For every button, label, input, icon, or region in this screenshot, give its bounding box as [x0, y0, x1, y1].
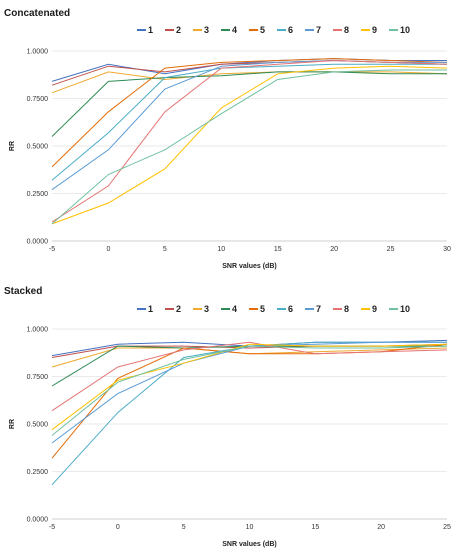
series-line-7 — [51, 59, 447, 191]
legend-label-9: 9 — [372, 304, 377, 314]
legend-label-5: 5 — [260, 304, 265, 314]
series-line-10 — [51, 69, 447, 225]
legend-label-10: 10 — [400, 304, 410, 314]
legend-label-7: 7 — [316, 25, 321, 35]
x-tick-label: 30 — [443, 246, 451, 253]
y-tick-label: 0.2500 — [27, 469, 49, 476]
x-tick-label: 0 — [116, 524, 120, 531]
legend-label-1: 1 — [148, 25, 153, 35]
x-tick-label: 25 — [387, 246, 395, 253]
legend-label-5: 5 — [260, 25, 265, 35]
x-tick-label: 20 — [330, 246, 338, 253]
x-tick-label: 20 — [377, 524, 385, 531]
y-tick-label: 0.2500 — [27, 191, 49, 198]
legend-label-9: 9 — [372, 25, 377, 35]
legend: 1 2 3 4 5 6 7 8 9 10 — [137, 25, 410, 35]
x-tick-label: -5 — [49, 246, 55, 253]
y-axis-label: RR — [9, 141, 16, 151]
chart-panel-concatenated: Concatenated 0.0000 0.2500 0.5000 0.7500 1.0… — [4, 8, 451, 270]
legend-label-7: 7 — [316, 304, 321, 314]
x-tick-label: 5 — [163, 246, 167, 253]
y-tick-label: 0.5000 — [27, 422, 49, 429]
y-tick-label: 0.0000 — [27, 239, 49, 246]
series-line-8 — [51, 341, 448, 412]
series-line-10 — [51, 345, 448, 436]
legend: 1 2 3 4 5 6 7 8 9 10 — [137, 304, 410, 314]
legend-label-4: 4 — [232, 304, 237, 314]
y-tick-label: 0.5000 — [27, 144, 49, 151]
x-axis-label: SNR values (dB) — [222, 263, 276, 270]
x-tick-label: 5 — [182, 524, 186, 531]
x-tick-label: 15 — [311, 524, 319, 531]
chart-panel-stacked: Stacked 0.0000 0.2500 0.5000 0.7500 1.0000 -5… — [0, 275, 459, 550]
series-line-4 — [51, 71, 447, 137]
legend-label-3: 3 — [204, 25, 209, 35]
y-tick-label: 1.0000 — [27, 49, 49, 56]
chart-title: Concatenated — [4, 8, 71, 19]
legend-label-6: 6 — [288, 304, 293, 314]
x-tick-label: 25 — [443, 524, 451, 531]
series-line-6 — [51, 63, 447, 181]
x-axis-label: SNR values (dB) — [222, 541, 276, 548]
legend-label-2: 2 — [176, 304, 181, 314]
legend-label-2: 2 — [176, 25, 181, 35]
series-line-8 — [51, 59, 448, 223]
legend-label-6: 6 — [288, 25, 293, 35]
y-axis-label: RR — [9, 419, 16, 429]
legend-label-8: 8 — [344, 25, 349, 35]
legend-label-4: 4 — [232, 25, 237, 35]
series-line-3 — [51, 71, 448, 94]
series-line-9 — [51, 343, 448, 431]
chart-title: Stacked — [4, 286, 43, 297]
legend-label-10: 10 — [400, 25, 410, 35]
x-tick-label: -5 — [49, 524, 55, 531]
x-tick-label: 15 — [274, 246, 282, 253]
y-tick-label: 0.7500 — [27, 96, 49, 103]
x-tick-label: 10 — [246, 524, 254, 531]
series-line-5 — [51, 58, 448, 168]
y-tick-label: 0.7500 — [27, 374, 49, 381]
legend-label-8: 8 — [344, 304, 349, 314]
legend-label-3: 3 — [204, 304, 209, 314]
y-tick-label: 1.0000 — [27, 327, 49, 334]
x-tick-label: 0 — [106, 246, 110, 253]
y-tick-label: 0.0000 — [27, 517, 49, 524]
x-tick-label: 10 — [217, 246, 225, 253]
series-line-5 — [51, 343, 448, 459]
series-line-6 — [51, 341, 447, 486]
series-line-9 — [51, 65, 448, 225]
series-line-7 — [51, 341, 447, 444]
legend-label-1: 1 — [148, 304, 153, 314]
